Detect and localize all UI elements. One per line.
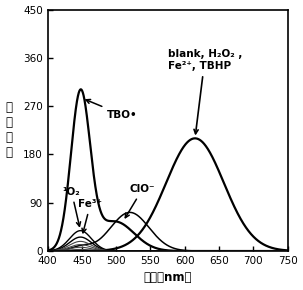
Text: blank, H₂O₂ ,
Fe²⁺, TBHP: blank, H₂O₂ , Fe²⁺, TBHP [168,49,242,134]
Text: Fe³⁺: Fe³⁺ [78,199,102,233]
Y-axis label: 荧
光
强
度: 荧 光 强 度 [5,101,12,159]
X-axis label: 波长（nm）: 波长（nm） [143,271,192,284]
Text: TBO•: TBO• [86,99,138,120]
Text: ClO⁻: ClO⁻ [125,184,155,218]
Text: ¹O₂: ¹O₂ [63,187,81,226]
